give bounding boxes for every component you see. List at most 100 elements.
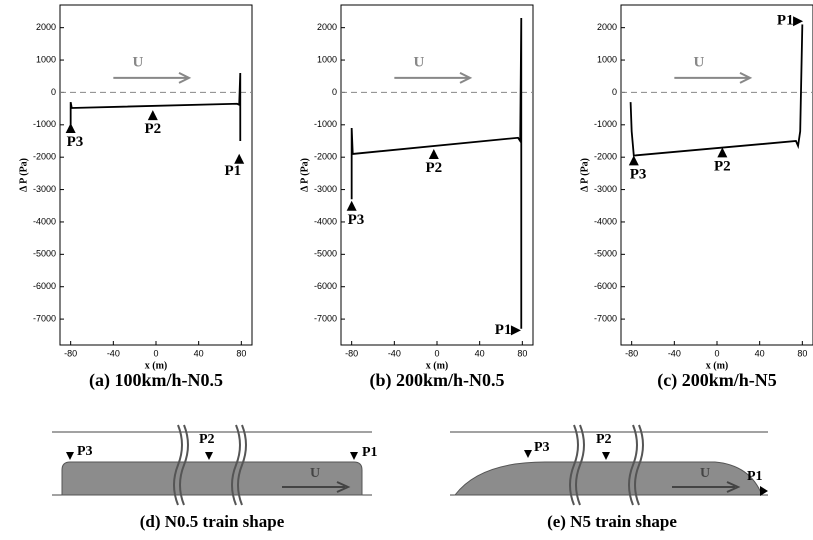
x-tick-label: -80 [345, 348, 358, 358]
flow-label: U [413, 55, 424, 71]
y-axis-label: Δ P (Pa) [579, 158, 590, 192]
break-mark [231, 424, 247, 506]
flow-arrow [282, 481, 351, 493]
caption: (e) N5 train shape [547, 512, 677, 531]
x-tick-label: 80 [797, 348, 807, 358]
data-line [69, 72, 242, 141]
flow-arrow [674, 71, 753, 84]
y-tick-label: 0 [51, 87, 56, 97]
y-tick-label: 0 [332, 87, 337, 97]
y-tick-label: -5000 [314, 249, 337, 259]
probe-label: P3 [348, 212, 365, 228]
flow-label: U [132, 55, 143, 71]
probe-label: P2 [425, 160, 442, 176]
probe-label: P1 [747, 469, 763, 484]
probe-marker [717, 147, 728, 158]
probe-label: P1 [495, 322, 512, 338]
y-tick-label: -7000 [594, 313, 617, 323]
diagrams: P3 P2 P1 U (d) N0.5 train shape P3 P2 P1… [52, 424, 768, 531]
chart-panel: 2000 1000 0 -1000 -2000 -3000 -4000 -5000 -6000 -… [299, 4, 534, 391]
probe-marker [428, 148, 439, 159]
x-axis-label: x (m) [426, 360, 449, 371]
x-tick-label: 0 [714, 348, 719, 358]
probe-label: P2 [714, 158, 731, 174]
x-tick-label: 40 [475, 348, 485, 358]
probe-label: P1 [362, 445, 378, 460]
probe-marker [628, 155, 639, 166]
probe-label: P3 [77, 444, 93, 459]
y-tick-label: -1000 [314, 119, 337, 129]
y-tick-label: 1000 [36, 54, 56, 64]
chart-panel: 2000 1000 0 -1000 -2000 -3000 -4000 -5000 -6000 -… [579, 4, 813, 391]
y-tick-label: -7000 [314, 313, 337, 323]
y-tick-label: -3000 [314, 184, 337, 194]
x-tick-label: 0 [434, 348, 439, 358]
y-tick-label: -5000 [33, 249, 56, 259]
y-tick-label: -1000 [33, 119, 56, 129]
flow-arrow [394, 71, 473, 84]
data-line [350, 17, 523, 329]
x-tick-label: 40 [755, 348, 765, 358]
caption: (b) 200km/h-N0.5 [369, 370, 504, 391]
y-tick-label: -5000 [594, 249, 617, 259]
y-tick-label: -2000 [33, 152, 56, 162]
probe-label: P3 [67, 134, 84, 150]
x-tick-label: 40 [194, 348, 204, 358]
y-tick-label: -4000 [33, 216, 56, 226]
flow-label: U [700, 466, 710, 481]
y-tick-label: 1000 [597, 54, 617, 64]
probe-marker [510, 325, 521, 336]
y-tick-label: -2000 [314, 152, 337, 162]
x-tick-label: -40 [668, 348, 681, 358]
flow-label: U [310, 466, 320, 481]
y-tick-label: -4000 [594, 216, 617, 226]
x-tick-label: -80 [64, 348, 77, 358]
caption: (a) 100km/h-N0.5 [89, 370, 223, 391]
y-tick-label: -6000 [594, 281, 617, 291]
probe-label: P3 [534, 440, 550, 455]
train-body [453, 461, 763, 496]
data-line [629, 24, 804, 157]
y-tick-label: -7000 [33, 313, 56, 323]
probe-marker [346, 200, 357, 211]
y-tick-label: 0 [612, 87, 617, 97]
caption: (c) 200km/h-N5 [657, 370, 777, 391]
plot-frame [620, 4, 813, 346]
x-tick-label: 0 [153, 348, 158, 358]
probe-label: P1 [224, 163, 241, 179]
y-tick-label: -4000 [314, 216, 337, 226]
x-axis-label: x (m) [145, 360, 168, 371]
probe-marker [65, 123, 76, 134]
probe-label: P1 [777, 13, 794, 29]
probe-marker [793, 16, 804, 27]
y-tick-label: -6000 [314, 281, 337, 291]
probe-label: P2 [144, 121, 161, 137]
y-tick-label: -3000 [594, 184, 617, 194]
caption: (d) N0.5 train shape [140, 512, 285, 531]
probe-label: P2 [596, 432, 612, 447]
x-tick-label: 80 [236, 348, 246, 358]
y-tick-label: 2000 [36, 22, 56, 32]
break-mark [569, 424, 585, 506]
break-mark [628, 424, 644, 506]
y-tick-label: -2000 [594, 152, 617, 162]
y-tick-label: -1000 [594, 119, 617, 129]
y-axis-label: Δ P (Pa) [299, 158, 310, 192]
y-tick-label: -3000 [33, 184, 56, 194]
x-tick-label: -40 [388, 348, 401, 358]
flow-arrow [672, 481, 741, 493]
probe-marker [147, 110, 158, 121]
flow-label: U [693, 55, 704, 71]
x-tick-label: -40 [107, 348, 120, 358]
y-tick-label: 2000 [597, 22, 617, 32]
x-axis-label: x (m) [706, 360, 729, 371]
probe-marker [234, 153, 245, 164]
probe-label: P3 [630, 166, 647, 182]
probe-marker [66, 452, 358, 460]
x-tick-label: 80 [517, 348, 527, 358]
y-axis-label: Δ P (Pa) [18, 158, 29, 192]
y-tick-label: 1000 [317, 54, 337, 64]
plot-frame [59, 4, 253, 346]
y-tick-label: 2000 [317, 22, 337, 32]
